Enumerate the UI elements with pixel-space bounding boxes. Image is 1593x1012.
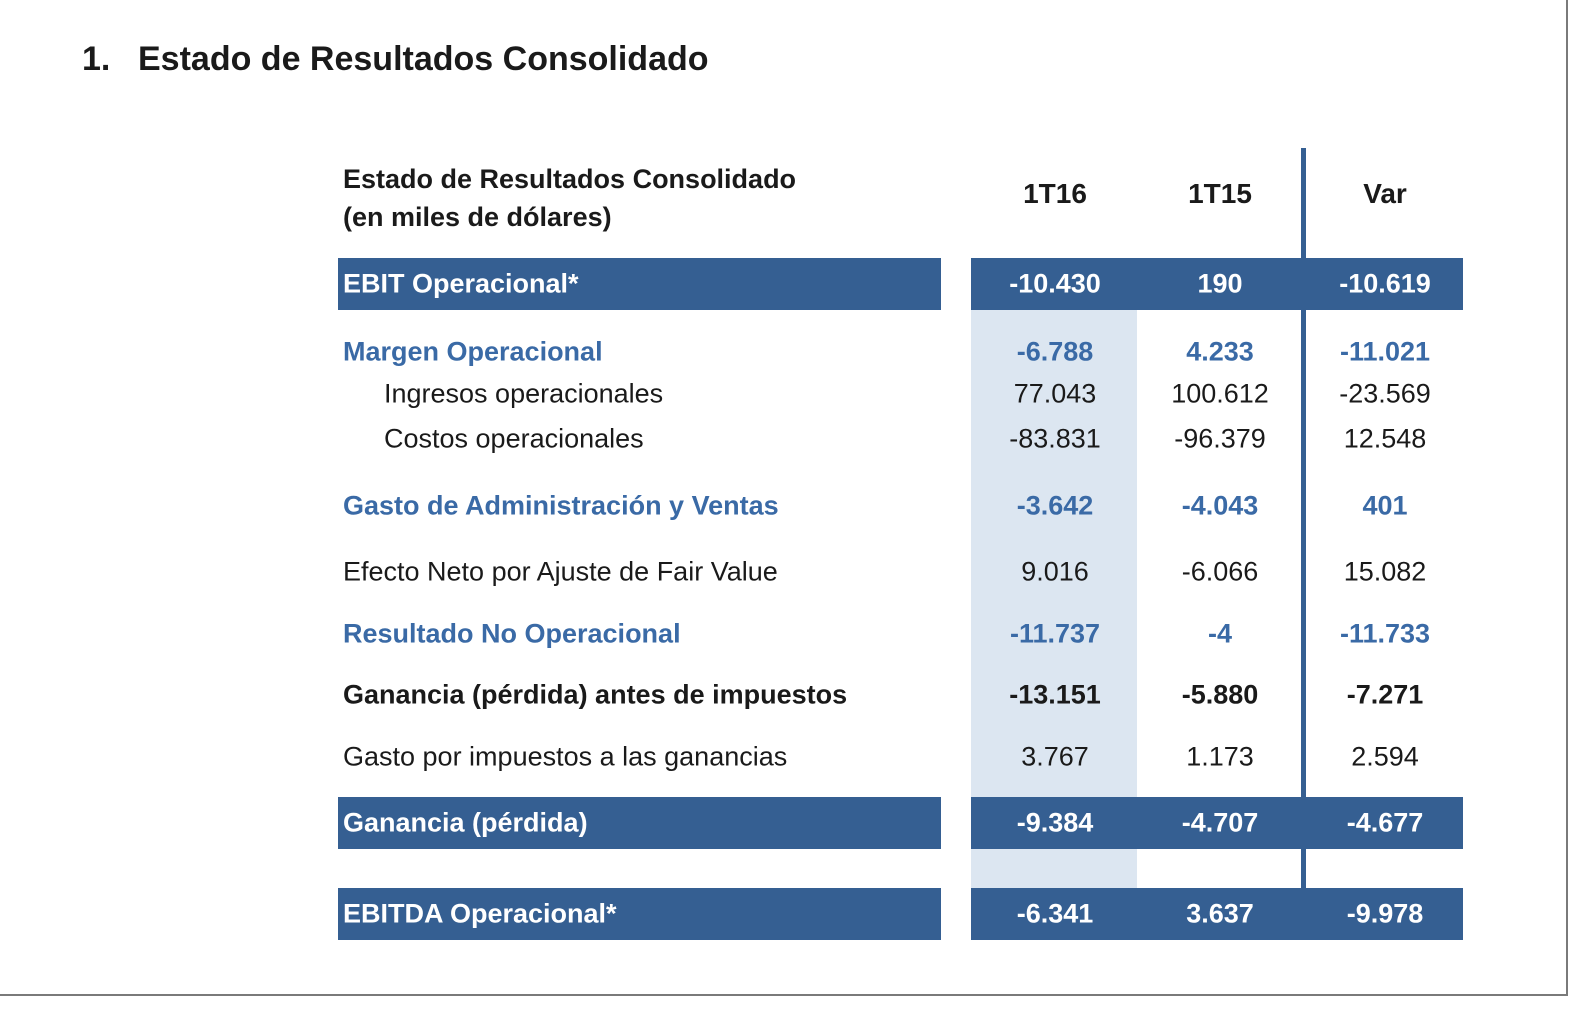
- row-label: Resultado No Operacional: [343, 618, 681, 649]
- table-header-label: Estado de Resultados Consolidado (en mil…: [343, 160, 796, 236]
- row-label: Margen Operacional: [343, 336, 603, 367]
- row-label: Costos operacionales: [384, 423, 644, 454]
- value-1t16: -3.642: [1016, 490, 1094, 521]
- row-label: Gasto de Administración y Ventas: [343, 490, 779, 521]
- value-var: 12.548: [1343, 423, 1427, 454]
- value-1t16: 3.767: [1021, 741, 1089, 772]
- value-1t16: 9.016: [1021, 556, 1089, 587]
- column-header-var: Var: [1363, 178, 1407, 209]
- row-label-bar: [338, 888, 941, 940]
- variance-column-divider: [1301, 148, 1306, 890]
- value-var: -11.733: [1339, 618, 1431, 649]
- value-1t15: -5.880: [1181, 679, 1259, 710]
- value-var: -10.619: [1339, 268, 1431, 299]
- current-period-highlight-band: [971, 310, 1137, 888]
- value-var: -9.978: [1346, 898, 1424, 929]
- value-1t15: -4: [1207, 618, 1232, 649]
- table-header-line1: Estado de Resultados Consolidado: [343, 164, 797, 194]
- value-1t15: 1.173: [1186, 741, 1254, 772]
- page-frame: [0, 0, 1568, 996]
- row-label-bar: [338, 797, 941, 849]
- row-label: EBIT Operacional*: [343, 268, 579, 299]
- section-number: 1.: [82, 40, 111, 78]
- row-label: EBITDA Operacional*: [343, 898, 617, 929]
- table-header-line2: (en miles de dólares): [343, 202, 612, 232]
- value-1t15: 100.612: [1171, 378, 1269, 409]
- value-1t15: 3.637: [1186, 898, 1254, 929]
- value-1t15: -4.707: [1181, 807, 1259, 838]
- value-1t16: -83.831: [1009, 423, 1101, 454]
- value-1t16: -11.737: [1009, 618, 1101, 649]
- value-1t16: -9.384: [1016, 807, 1094, 838]
- value-var: 401: [1362, 490, 1408, 521]
- row-label: Ganancia (pérdida): [343, 807, 588, 838]
- value-var: -4.677: [1346, 807, 1424, 838]
- section-title-text: Estado de Resultados Consolidado: [138, 40, 709, 78]
- value-1t15: 4.233: [1186, 336, 1254, 367]
- value-1t15: -4.043: [1181, 490, 1259, 521]
- value-1t15: -6.066: [1181, 556, 1259, 587]
- column-header-1t15: 1T15: [1188, 178, 1252, 209]
- row-values-bar: [971, 258, 1463, 310]
- value-var: 2.594: [1351, 741, 1419, 772]
- value-1t16: -10.430: [1009, 268, 1101, 299]
- value-1t16: -13.151: [1009, 679, 1101, 710]
- value-var: -7.271: [1346, 679, 1424, 710]
- row-label: Ganancia (pérdida) antes de impuestos: [343, 679, 848, 710]
- row-values-bar: [971, 888, 1463, 940]
- value-1t15: -96.379: [1174, 423, 1266, 454]
- row-label-bar: [338, 258, 941, 310]
- value-1t15: 190: [1197, 268, 1243, 299]
- value-1t16: 77.043: [1013, 378, 1097, 409]
- section-title: 1. Estado de Resultados Consolidado: [82, 40, 709, 79]
- row-label: Ingresos operacionales: [384, 378, 664, 409]
- column-header-1t16: 1T16: [1023, 178, 1087, 209]
- value-1t16: -6.341: [1016, 898, 1094, 929]
- value-var: 15.082: [1343, 556, 1427, 587]
- value-1t16: -6.788: [1016, 336, 1094, 367]
- row-label: Efecto Neto por Ajuste de Fair Value: [343, 556, 778, 587]
- value-var: -23.569: [1339, 378, 1431, 409]
- row-values-bar: [971, 797, 1463, 849]
- value-var: -11.021: [1339, 336, 1431, 367]
- row-label: Gasto por impuestos a las ganancias: [343, 741, 788, 772]
